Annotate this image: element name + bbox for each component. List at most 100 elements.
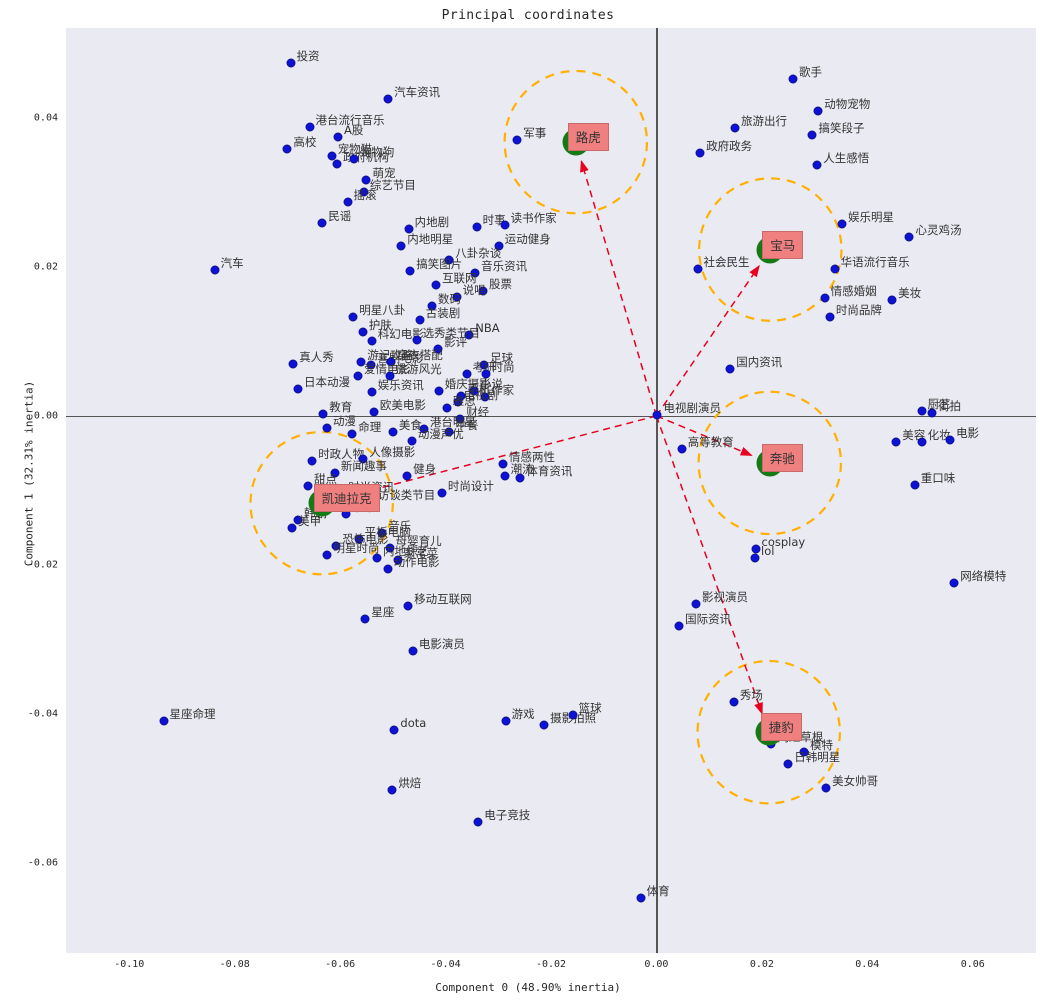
scatter-point[interactable]: [674, 621, 684, 631]
scatter-point[interactable]: [405, 266, 415, 276]
scatter-point[interactable]: [799, 747, 809, 757]
scatter-point[interactable]: [333, 132, 343, 142]
scatter-point[interactable]: [452, 292, 462, 302]
scatter-point[interactable]: [927, 408, 937, 418]
scatter-point[interactable]: [904, 232, 914, 242]
scatter-point[interactable]: [677, 444, 687, 454]
scatter-point[interactable]: [303, 481, 313, 491]
scatter-point[interactable]: [837, 219, 847, 229]
scatter-point[interactable]: [910, 480, 920, 490]
highlight-label-box[interactable]: 路虎: [567, 123, 609, 152]
scatter-point[interactable]: [783, 759, 793, 769]
scatter-point[interactable]: [464, 330, 474, 340]
scatter-point[interactable]: [330, 468, 340, 478]
scatter-point[interactable]: [361, 175, 371, 185]
scatter-point[interactable]: [821, 783, 831, 793]
scatter-point[interactable]: [408, 646, 418, 656]
scatter-point[interactable]: [210, 265, 220, 275]
scatter-point[interactable]: [500, 471, 510, 481]
scatter-point[interactable]: [945, 435, 955, 445]
scatter-point[interactable]: [442, 403, 452, 413]
scatter-point[interactable]: [393, 555, 403, 565]
scatter-point[interactable]: [388, 427, 398, 437]
scatter-point[interactable]: [331, 541, 341, 551]
scatter-point[interactable]: [383, 564, 393, 574]
highlight-label-box[interactable]: 奔驰: [761, 443, 803, 472]
scatter-point[interactable]: [389, 725, 399, 735]
scatter-point[interactable]: [317, 218, 327, 228]
scatter-point[interactable]: [348, 312, 358, 322]
scatter-point[interactable]: [512, 135, 522, 145]
highlight-label-box[interactable]: 宝马: [762, 230, 804, 259]
scatter-point[interactable]: [360, 614, 370, 624]
scatter-point[interactable]: [322, 423, 332, 433]
scatter-point[interactable]: [377, 528, 387, 538]
scatter-point[interactable]: [498, 459, 508, 469]
scatter-point[interactable]: [501, 716, 511, 726]
scatter-point[interactable]: [419, 424, 429, 434]
scatter-point[interactable]: [385, 371, 395, 381]
scatter-point[interactable]: [788, 74, 798, 84]
scatter-point[interactable]: [386, 357, 396, 367]
scatter-point[interactable]: [307, 456, 317, 466]
scatter-point[interactable]: [407, 436, 417, 446]
scatter-point[interactable]: [332, 159, 342, 169]
scatter-point[interactable]: [695, 148, 705, 158]
highlight-label-box[interactable]: 捷豹: [760, 713, 802, 742]
scatter-point[interactable]: [453, 397, 463, 407]
scatter-point[interactable]: [327, 151, 337, 161]
scatter-point[interactable]: [455, 414, 465, 424]
scatter-point[interactable]: [539, 720, 549, 730]
scatter-point[interactable]: [480, 392, 490, 401]
scatter-point[interactable]: [349, 154, 359, 164]
scatter-point[interactable]: [366, 360, 376, 370]
scatter-point[interactable]: [359, 187, 369, 197]
scatter-point[interactable]: [353, 371, 363, 381]
scatter-point[interactable]: [444, 255, 454, 265]
scatter-point[interactable]: [404, 224, 414, 234]
scatter-point[interactable]: [305, 122, 315, 132]
scatter-point[interactable]: [372, 553, 382, 563]
highlight-label-box[interactable]: 凯迪拉克: [313, 484, 380, 513]
scatter-point[interactable]: [515, 473, 525, 483]
scatter-point[interactable]: [358, 327, 368, 337]
scatter-point[interactable]: [433, 344, 443, 354]
scatter-point[interactable]: [358, 454, 368, 464]
scatter-point[interactable]: [343, 197, 352, 207]
scatter-point[interactable]: [383, 94, 393, 104]
scatter-point[interactable]: [691, 599, 701, 609]
scatter-point[interactable]: [427, 301, 437, 311]
scatter-point[interactable]: [693, 264, 703, 274]
scatter-point[interactable]: [751, 544, 761, 554]
scatter-point[interactable]: [478, 286, 488, 296]
scatter-point[interactable]: [369, 407, 379, 417]
scatter-point[interactable]: [282, 144, 292, 154]
scatter-point[interactable]: [825, 312, 835, 322]
scatter-point[interactable]: [472, 222, 482, 232]
scatter-point[interactable]: [725, 364, 735, 374]
scatter-point[interactable]: [322, 550, 332, 560]
scatter-point[interactable]: [286, 58, 296, 68]
scatter-point[interactable]: [367, 387, 377, 397]
scatter-point[interactable]: [403, 601, 413, 611]
scatter-point[interactable]: [396, 241, 406, 251]
scatter-point[interactable]: [288, 359, 298, 369]
scatter-point[interactable]: [887, 295, 897, 305]
scatter-point[interactable]: [431, 280, 441, 290]
scatter-point[interactable]: [830, 264, 840, 274]
scatter-point[interactable]: [354, 534, 364, 544]
scatter-point[interactable]: [750, 553, 760, 563]
scatter-point[interactable]: [437, 488, 447, 498]
scatter-point[interactable]: [347, 429, 357, 439]
scatter-point[interactable]: [636, 893, 646, 903]
scatter-point[interactable]: [159, 716, 169, 726]
scatter-point[interactable]: [730, 123, 740, 133]
scatter-point[interactable]: [891, 437, 901, 447]
scatter-point[interactable]: [820, 293, 830, 303]
scatter-point[interactable]: [568, 710, 578, 720]
scatter-point[interactable]: [481, 369, 491, 379]
scatter-point[interactable]: [469, 386, 479, 396]
scatter-point[interactable]: [356, 357, 366, 367]
scatter-point[interactable]: [812, 160, 822, 169]
scatter-point[interactable]: [402, 471, 412, 481]
